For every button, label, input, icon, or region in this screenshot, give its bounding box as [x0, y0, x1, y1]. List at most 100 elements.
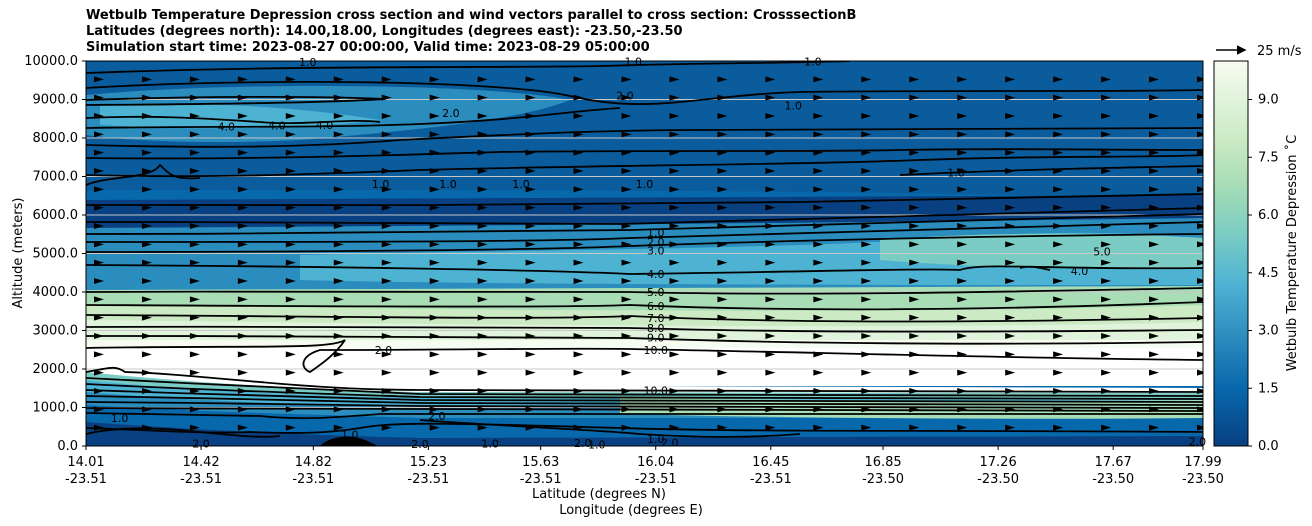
wind-vector: [573, 369, 584, 376]
wind-vector: [1053, 259, 1064, 266]
contour-line: [86, 154, 1203, 178]
title-line-1: Wetbulb Temperature Depression cross sec…: [86, 8, 857, 23]
colorbar-tick-label: 4.5: [1258, 266, 1279, 281]
wind-vector: [1053, 406, 1064, 413]
wind-vector: [765, 204, 776, 211]
wind-vector: [477, 406, 488, 413]
wind-vector: [1101, 369, 1112, 376]
wind-vector: [1101, 168, 1112, 174]
wind-vector: [381, 314, 392, 321]
wind-vector: [525, 333, 536, 339]
wind-vector: [1053, 149, 1064, 156]
contour-line: [86, 163, 201, 186]
wind-vector: [189, 259, 200, 266]
wind-vector: [285, 406, 296, 413]
contour-line: [86, 287, 1203, 295]
wind-vector: [1197, 424, 1203, 431]
wind-vector: [237, 296, 248, 303]
wind-vector: [909, 278, 920, 284]
wind-vector: [717, 296, 728, 303]
contour-label: 4.0: [1071, 265, 1089, 278]
wind-vector: [1053, 314, 1064, 321]
wind-vector: [621, 296, 632, 303]
wind-vector: [429, 388, 440, 394]
wind-vector: [1005, 241, 1016, 248]
wind-vector: [813, 333, 824, 339]
wind-vector: [669, 388, 680, 394]
wind-vector: [957, 388, 968, 394]
wind-vector: [813, 241, 824, 248]
wind-vector: [429, 241, 440, 248]
wind-vector: [94, 149, 104, 156]
contour-label: 1.0: [481, 438, 499, 451]
wind-vector: [189, 351, 200, 358]
wind-vector: [477, 333, 488, 339]
wind-vector: [573, 76, 584, 83]
wind-vector: [237, 113, 248, 119]
contour-label: 6.0: [647, 300, 665, 313]
wind-vector: [717, 424, 728, 431]
wind-vector: [573, 388, 584, 394]
wind-vector: [94, 204, 104, 211]
wind-vector: [189, 94, 200, 101]
wind-vector: [189, 204, 200, 211]
wind-vector: [813, 204, 824, 211]
wind-vector: [381, 168, 392, 174]
wind-vector: [141, 333, 152, 339]
wind-vector: [621, 351, 632, 358]
wind-vector: [525, 204, 536, 211]
contour-line: [1019, 265, 1051, 271]
wind-vector: [1197, 168, 1203, 174]
wind-vector: [237, 94, 248, 101]
wind-vector: [1053, 296, 1064, 303]
wind-vector: [813, 278, 824, 284]
wind-vector: [333, 168, 344, 174]
contour-line: [86, 301, 1203, 311]
contour-line: [86, 61, 851, 74]
contour-label: 4.0: [647, 268, 665, 281]
wind-vector: [909, 149, 920, 156]
wind-vector: [861, 278, 872, 284]
wind-vector: [765, 424, 776, 431]
wind-vector: [765, 369, 776, 376]
y-tick-label: 3000.0: [33, 324, 79, 339]
wind-vector: [477, 76, 488, 83]
wind-vector: [1197, 94, 1203, 101]
wind-vector: [237, 204, 248, 211]
wind-vector: [957, 94, 968, 101]
y-tick-label: 0.0: [57, 439, 78, 454]
wind-vector: [1005, 333, 1016, 339]
contour-label: 1.0: [647, 433, 665, 446]
wind-vector: [141, 149, 152, 156]
wind-vector: [957, 223, 968, 229]
wind-vector: [573, 241, 584, 248]
wind-vector: [957, 369, 968, 376]
x-axis-ticks: 14.01 -23.51 14.42 -23.51 14.82 -23.51 15.23 -2…: [65, 446, 1224, 487]
wind-vector: [717, 406, 728, 413]
wind-vector: [957, 278, 968, 284]
wind-vector: [573, 333, 584, 339]
wind-vector: [429, 369, 440, 376]
wind-vector: [909, 296, 920, 303]
wind-vector: [717, 388, 728, 394]
colorbar-label: Wetbulb Temperature Depression ˚C: [1284, 135, 1300, 372]
wind-vector: [573, 94, 584, 101]
wind-vector: [333, 186, 344, 193]
wind-vector: [525, 351, 536, 358]
wind-vector: [333, 204, 344, 211]
wind-vector: [1149, 223, 1160, 229]
wind-vector: [333, 94, 344, 101]
wind-vector: [1053, 204, 1064, 211]
wind-vector: [573, 278, 584, 284]
contour-label: 2.0: [375, 344, 393, 357]
wind-vector: [189, 223, 200, 229]
wind-vector: [1149, 406, 1160, 413]
wind-vector: [1149, 241, 1160, 248]
wind-vector: [1197, 351, 1203, 358]
wind-vector: [477, 149, 488, 156]
y-tick-label: 7000.0: [33, 170, 79, 185]
wind-vector: [477, 113, 488, 119]
wind-vector: [573, 259, 584, 266]
contour-label: 1.0: [784, 99, 802, 112]
x-tick-label-lat: 17.99: [1184, 455, 1221, 470]
